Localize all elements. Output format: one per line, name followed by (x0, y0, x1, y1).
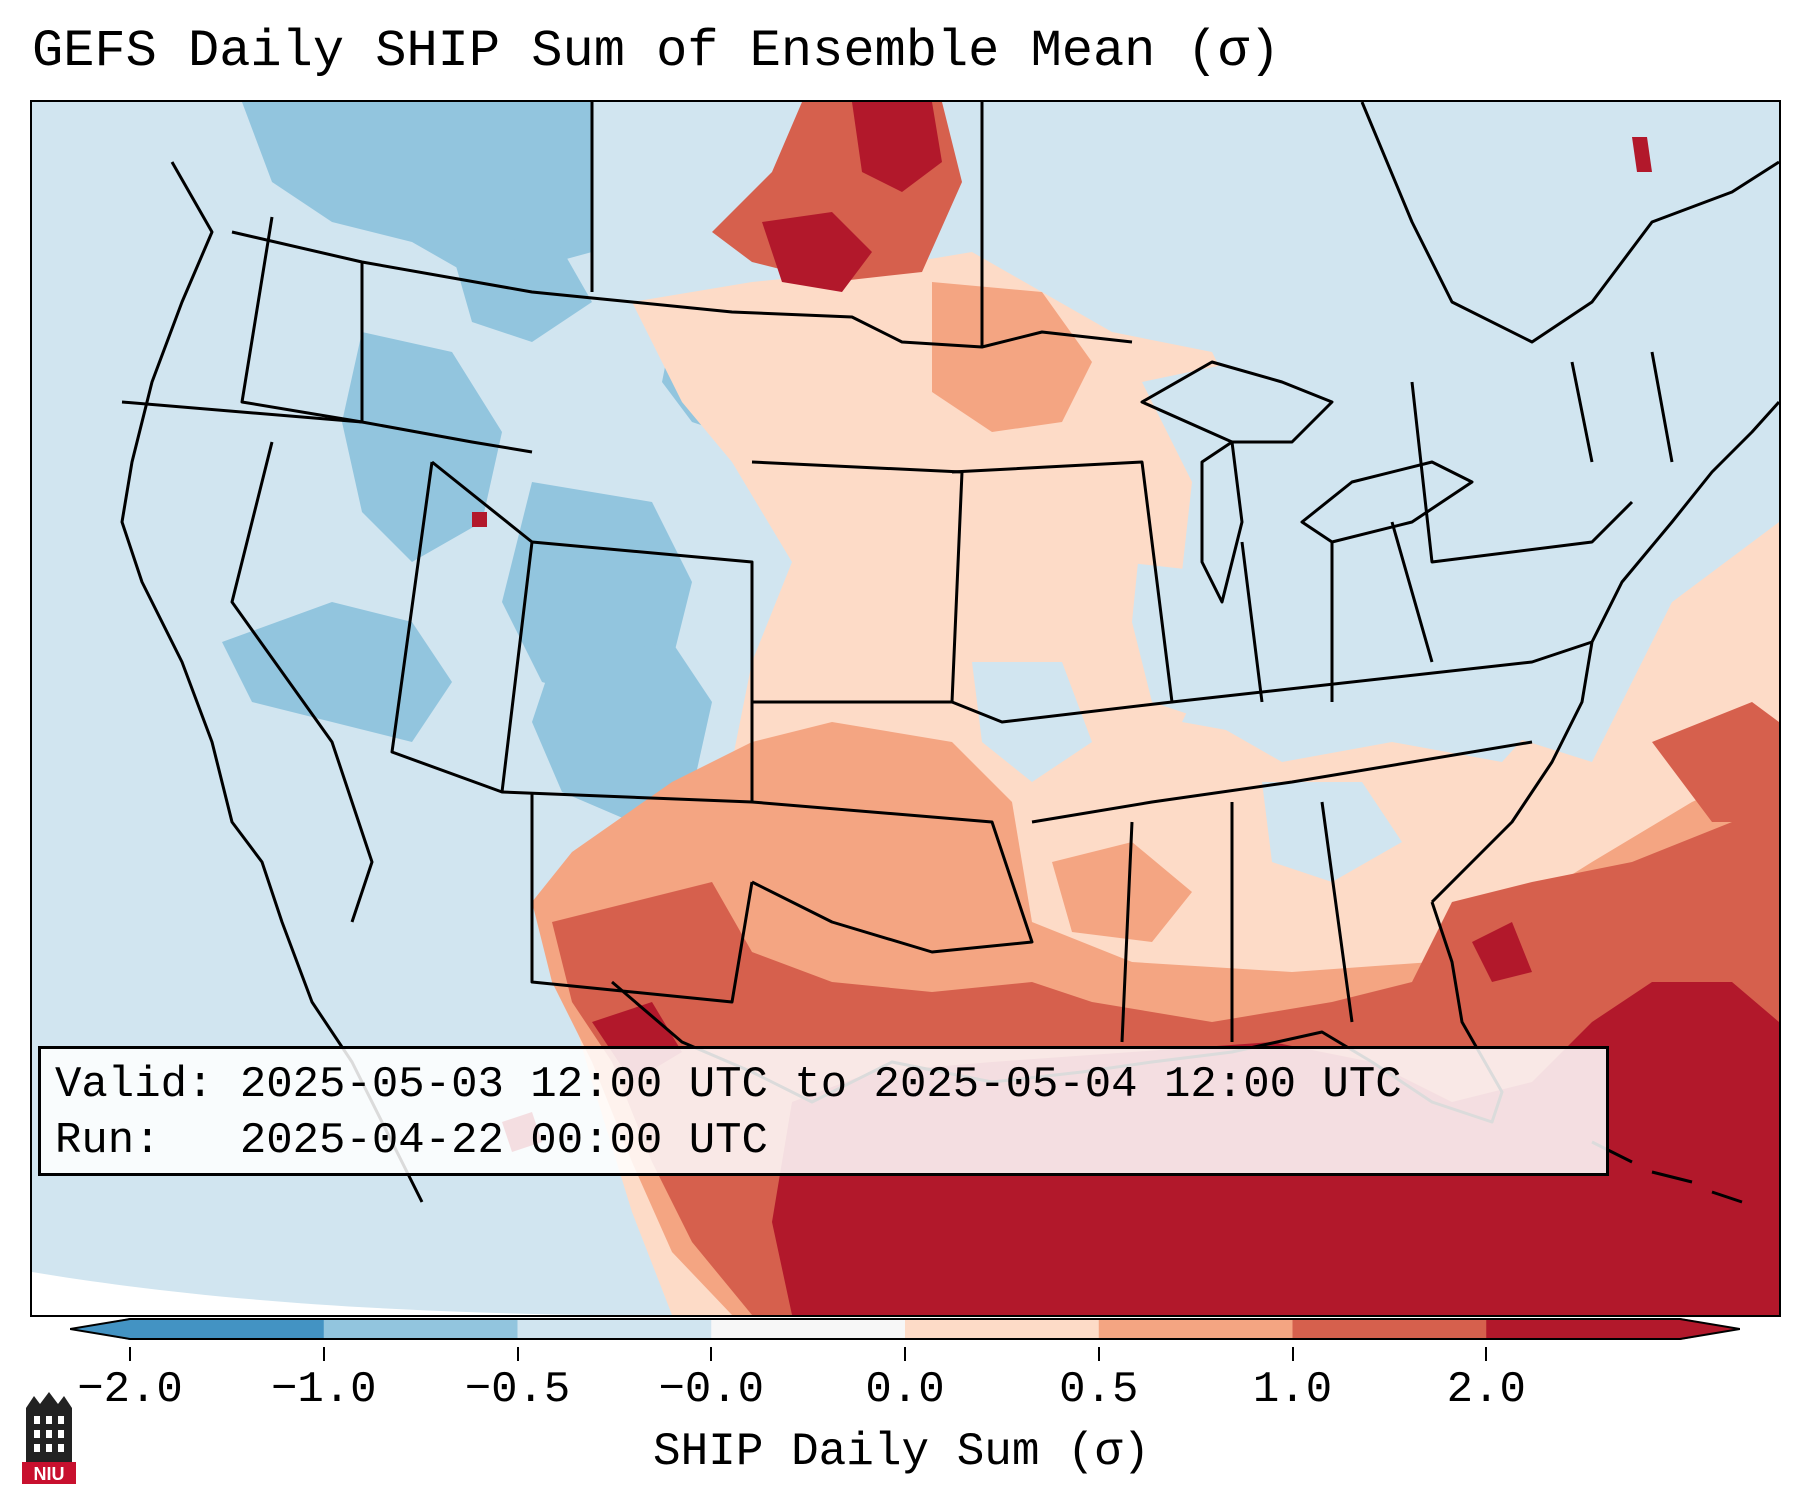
neutral-negative-interior (972, 302, 1779, 1062)
colorbar-tick-label: 0.5 (1059, 1365, 1139, 1415)
colorbar-tick-label: −0.5 (464, 1365, 571, 1415)
run-label: Run: (55, 1116, 161, 1166)
colorbar-segment (130, 1318, 325, 1340)
run-value: 2025-04-22 00:00 UTC (239, 1116, 768, 1166)
colorbar (70, 1318, 1740, 1340)
colorbar-tick (129, 1347, 131, 1361)
colorbar-tick-label: −2.0 (77, 1365, 183, 1415)
colorbar-tick-label: 1.0 (1252, 1365, 1333, 1415)
colorbar-segment (1098, 1318, 1293, 1340)
colorbar-tick (1291, 1347, 1294, 1361)
colorbar-outline (70, 1318, 1740, 1340)
colorbar-tick (904, 1347, 906, 1361)
colorbar-tick (516, 1347, 519, 1361)
valid-label: Valid: (55, 1060, 214, 1110)
chart-title: GEFS Daily SHIP Sum of Ensemble Mean (σ) (32, 22, 1281, 81)
colorbar-tick-label: 0.0 (865, 1365, 945, 1415)
colorbar-extend-low (70, 1318, 130, 1340)
colorbar-ticks: −2.0 −1.0 −0.5 −0.0 0.0 0.5 1.0 2.0 (0, 1347, 1803, 1417)
colorbar-segment (323, 1318, 518, 1340)
colorbar-segment (711, 1318, 906, 1340)
colorbar-segment (1486, 1318, 1681, 1340)
colorbar-tick-label: −1.0 (270, 1365, 377, 1415)
negative-anomaly-patches (222, 102, 792, 822)
colorbar-tick-label: −0.0 (658, 1365, 765, 1415)
colorbar-tick-label: 2.0 (1446, 1365, 1526, 1415)
colorbar-segment (905, 1318, 1100, 1340)
colorbar-tick (1097, 1347, 1100, 1361)
logo-text: NIU (34, 1464, 65, 1484)
colorbar-tick (1485, 1347, 1488, 1361)
boundaries (120, 102, 1779, 1204)
colorbar-segment (1292, 1318, 1487, 1340)
colorbar-label: SHIP Daily Sum (σ) (653, 1426, 1150, 1478)
run-row: Run: 2025-04-22 00:00 UTC (55, 1113, 1592, 1169)
validity-info-box: Valid: 2025-05-03 12:00 UTC to 2025-05-0… (38, 1046, 1609, 1176)
valid-row: Valid: 2025-05-03 12:00 UTC to 2025-05-0… (55, 1057, 1592, 1113)
colorbar-segment (517, 1318, 712, 1340)
colorbar-tick (710, 1347, 713, 1361)
university-tower-icon: NIU (22, 1392, 76, 1484)
outside-domain-area (32, 1272, 592, 1315)
valid-value: 2025-05-03 12:00 UTC to 2025-05-04 12:00… (239, 1060, 1402, 1110)
colorbar-extend-high (1680, 1318, 1740, 1340)
colorbar-tick (322, 1347, 325, 1361)
